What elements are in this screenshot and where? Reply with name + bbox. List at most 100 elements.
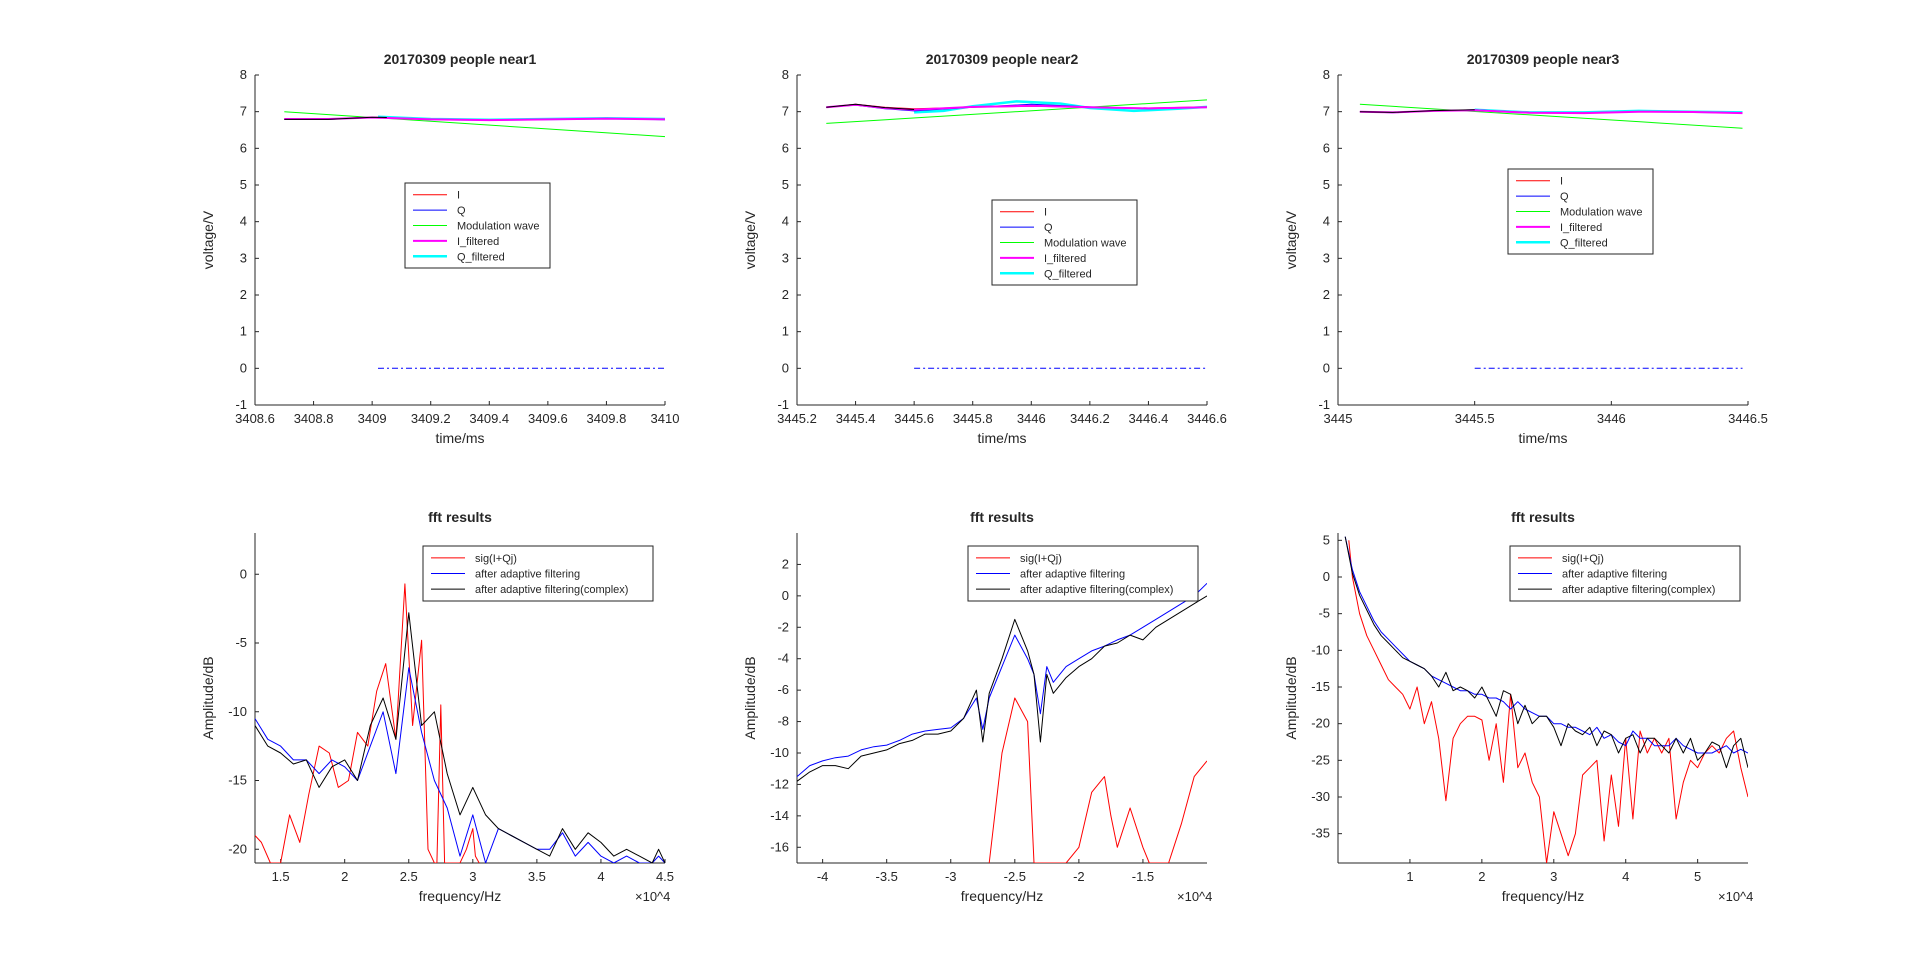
- x-axis-label: time/ms: [436, 430, 485, 446]
- plot-area: [1359, 103, 1743, 369]
- legend-entry: sig(I+Qj): [1562, 553, 1604, 565]
- plot-area: [284, 111, 665, 369]
- y-tick-label: 5: [1323, 532, 1330, 547]
- y-tick-label: 4: [1323, 214, 1330, 229]
- x-tick-label: -3.5: [875, 869, 897, 884]
- plot-area: [826, 99, 1207, 369]
- x-tick-label: 3410: [651, 411, 680, 426]
- y-axis-label: voltage/V: [1283, 210, 1299, 269]
- y-tick-label: -20: [228, 841, 247, 856]
- y-tick-label: -35: [1311, 826, 1330, 841]
- y-tick-label: -4: [777, 651, 789, 666]
- subplot-1: 3408.6 3408.8 3409 3409.2 3409.4 3409.6 3409.8…: [200, 51, 679, 446]
- x-tick-label: 5: [1694, 869, 1701, 884]
- x-tick-label: 3446.6: [1187, 411, 1227, 426]
- series-sig-i-qj-: [988, 697, 1207, 863]
- legend: IQ Modulation wave I_filtered Q_filtered: [991, 199, 1138, 286]
- x-tick-label: 3409: [358, 411, 387, 426]
- legend: IQ Modulation wave I_filtered Q_filtered: [1507, 168, 1654, 255]
- legend-entry: after adaptive filtering: [1562, 569, 1667, 581]
- y-tick-label: 4: [782, 214, 789, 229]
- y-axis-label: Amplitude/dB: [200, 656, 216, 739]
- legend-entry: sig(I+Qj): [475, 553, 517, 565]
- legend-entry: after adaptive filtering(complex): [1020, 584, 1173, 596]
- x-tick-label: -1.5: [1132, 869, 1154, 884]
- x-tick-label: 1: [1406, 869, 1413, 884]
- legend-entry: sig(I+Qj): [1020, 553, 1062, 565]
- subplot-5: -4 -3.5 -3 -2.5 -2 -1.5 -16 -14 -12 -10 -8 -6 -4 -2 0 2…: [742, 509, 1212, 904]
- y-axis-label: voltage/V: [200, 210, 216, 269]
- legend-entry: Q_filtered: [1560, 237, 1608, 249]
- y-axis-label: voltage/V: [742, 210, 758, 269]
- y-tick-label: 6: [1323, 140, 1330, 155]
- y-tick-label: 0: [1323, 569, 1330, 584]
- y-tick-label: 1: [240, 324, 247, 339]
- x-tick-label: 3: [469, 869, 476, 884]
- x-axis-label: frequency/Hz: [419, 888, 501, 904]
- series-sig-i-qj-: [255, 583, 480, 863]
- series-modulation-wave: [1359, 103, 1743, 129]
- x-tick-label: 3445.6: [894, 411, 934, 426]
- x-tick-label: 3409.2: [411, 411, 451, 426]
- chart-title: 20170309 people near2: [926, 51, 1079, 67]
- x-tick-label: 3446.4: [1129, 411, 1169, 426]
- x-tick-label: -3: [945, 869, 957, 884]
- y-tick-label: 5: [782, 177, 789, 192]
- y-axis-label: Amplitude/dB: [1283, 656, 1299, 739]
- y-tick-label: 7: [1323, 104, 1330, 119]
- y-tick-label: -16: [770, 839, 789, 854]
- x-tick-label: 3408.8: [294, 411, 334, 426]
- x-tick-label: 3409.6: [528, 411, 568, 426]
- y-tick-label: -8: [777, 714, 789, 729]
- x-tick-label: 3445: [1324, 411, 1353, 426]
- y-tick-label: 3: [782, 250, 789, 265]
- plot-area: [797, 582, 1207, 863]
- x-tick-label: 3445.5: [1455, 411, 1495, 426]
- y-tick-label: -12: [770, 776, 789, 791]
- y-tick-label: -10: [1311, 642, 1330, 657]
- legend: sig(I+Qj) after adaptive filtering after a…: [422, 545, 654, 602]
- legend-entry: Q_filtered: [457, 251, 505, 263]
- y-tick-label: 2: [1323, 287, 1330, 302]
- y-tick-label: 2: [782, 287, 789, 302]
- x-tick-label: 2: [1478, 869, 1485, 884]
- y-tick-label: 0: [782, 360, 789, 375]
- series-black-trace: [1359, 109, 1475, 113]
- y-tick-label: 0: [240, 360, 247, 375]
- y-tick-label: -2: [777, 619, 789, 634]
- series-black-trace: [826, 103, 915, 110]
- y-tick-label: -10: [770, 745, 789, 760]
- x-tick-label: 3446: [1017, 411, 1046, 426]
- legend: sig(I+Qj) after adaptive filtering after a…: [967, 545, 1199, 602]
- y-tick-label: 1: [1323, 324, 1330, 339]
- x-axis-label: time/ms: [978, 430, 1027, 446]
- plot-area: [1344, 536, 1748, 863]
- legend: IQ Modulation wave I_filtered Q_filtered: [404, 182, 551, 269]
- x-tick-label: 3445.4: [836, 411, 876, 426]
- y-tick-label: 7: [782, 104, 789, 119]
- y-tick-label: 7: [240, 104, 247, 119]
- x-tick-label: 3409.8: [587, 411, 627, 426]
- x-tick-label: 3446.2: [1070, 411, 1110, 426]
- y-tick-label: 5: [240, 177, 247, 192]
- x-tick-label: -4: [817, 869, 829, 884]
- chart-title: fft results: [1511, 509, 1575, 525]
- x-tick-label: 2.5: [400, 869, 418, 884]
- y-tick-label: -14: [770, 808, 789, 823]
- legend-entry: after adaptive filtering: [475, 569, 580, 581]
- y-tick-label: -1: [235, 397, 247, 412]
- y-tick-label: 8: [240, 67, 247, 82]
- subplot-3: 3445 3445.5 3446 3446.5 -1 0 1 2 3 4 5 6 7 8 20170309 …: [1283, 51, 1768, 446]
- y-tick-label: 1: [782, 324, 789, 339]
- y-tick-label: -5: [235, 635, 247, 650]
- y-tick-label: -15: [1311, 679, 1330, 694]
- y-tick-label: 3: [240, 250, 247, 265]
- x-tick-label: 2: [341, 869, 348, 884]
- y-tick-label: 8: [782, 67, 789, 82]
- y-tick-label: -10: [228, 704, 247, 719]
- x-tick-label: 3408.6: [235, 411, 275, 426]
- x-tick-label: 3: [1550, 869, 1557, 884]
- chart-title: 20170309 people near1: [384, 51, 537, 67]
- x-tick-label: 4.5: [656, 869, 674, 884]
- subplot-2: 3445.2 3445.4 3445.6 3445.8 3446 3446.2 3446.4…: [742, 51, 1227, 446]
